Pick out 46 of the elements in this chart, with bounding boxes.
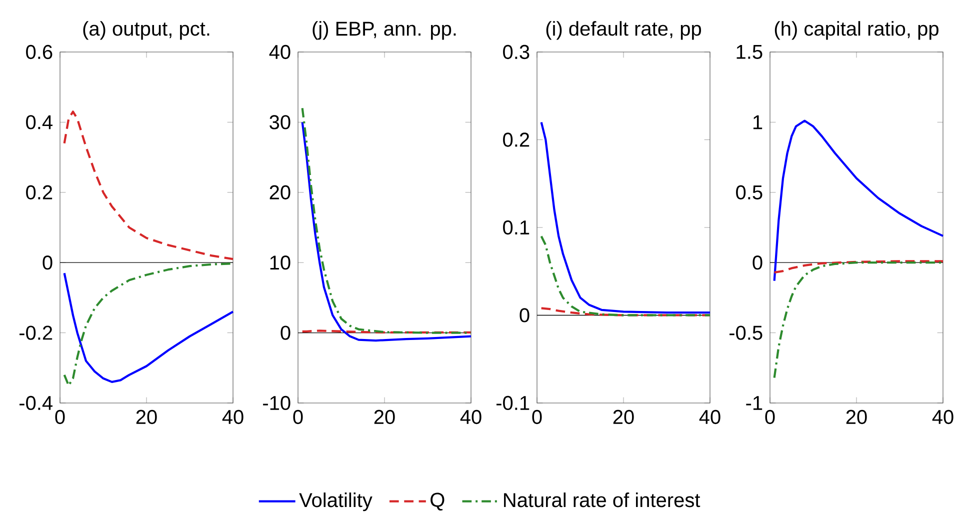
y-tick-label: 0.6 [26, 44, 52, 60]
chart-title: (a) output, pct. [83, 21, 210, 40]
y-tick-label: 0 [280, 326, 290, 340]
x-tick-label: 0 [532, 410, 542, 424]
x-tick-label: 40 [699, 410, 720, 424]
line-series [540, 235, 712, 316]
y-tick-label: -0.4 [19, 396, 52, 410]
y-tick-label: -0.1 [496, 396, 530, 410]
line-series [773, 120, 944, 282]
y-tick-label: 0 [752, 256, 762, 270]
y-tick-label: 0.1 [503, 220, 530, 235]
chart-title: (j) EBP, ann. pp. [312, 21, 456, 40]
chart-title: (h) capital ratio, pp [774, 21, 938, 40]
y-tick-label: 0.2 [503, 132, 530, 147]
y-tick-label: 0 [520, 308, 530, 322]
y-tick-label: 20 [270, 185, 290, 200]
line-series [63, 110, 234, 260]
y-tick-label: 1.5 [736, 45, 762, 59]
y-tick-label: 0.3 [503, 44, 530, 60]
x-tick-label: 20 [613, 410, 634, 424]
x-tick-label: 40 [932, 410, 954, 424]
legend-label: Volatility [299, 492, 372, 512]
x-tick-label: 40 [460, 410, 482, 424]
y-tick-label: -10 [263, 396, 290, 410]
y-tick-label: 0 [42, 256, 52, 270]
legend-label: Q [430, 492, 444, 511]
y-tick-label: 40 [269, 44, 290, 60]
y-tick-label: 0.2 [26, 185, 52, 200]
line-series [773, 260, 944, 274]
y-tick-label: -0.5 [729, 326, 762, 340]
x-tick-label: 20 [136, 410, 157, 424]
x-tick-label: 40 [222, 410, 244, 424]
y-tick-label: 10 [270, 256, 290, 270]
x-tick-label: 0 [293, 410, 303, 424]
y-tick-label: -1 [746, 396, 762, 410]
chart-title: (i) default rate, pp [546, 21, 702, 40]
y-tick-label: 1 [753, 115, 762, 130]
y-tick-label: -0.2 [19, 326, 52, 340]
x-tick-label: 20 [846, 410, 867, 424]
x-tick-label: 0 [55, 410, 65, 424]
y-tick-label: 30 [270, 115, 290, 130]
y-tick-label: 0.5 [736, 185, 762, 200]
legend-label: Natural rate of interest [504, 492, 700, 508]
x-tick-label: 20 [374, 410, 395, 424]
y-tick-label: 0.4 [26, 115, 52, 130]
x-tick-label: 0 [765, 410, 775, 424]
